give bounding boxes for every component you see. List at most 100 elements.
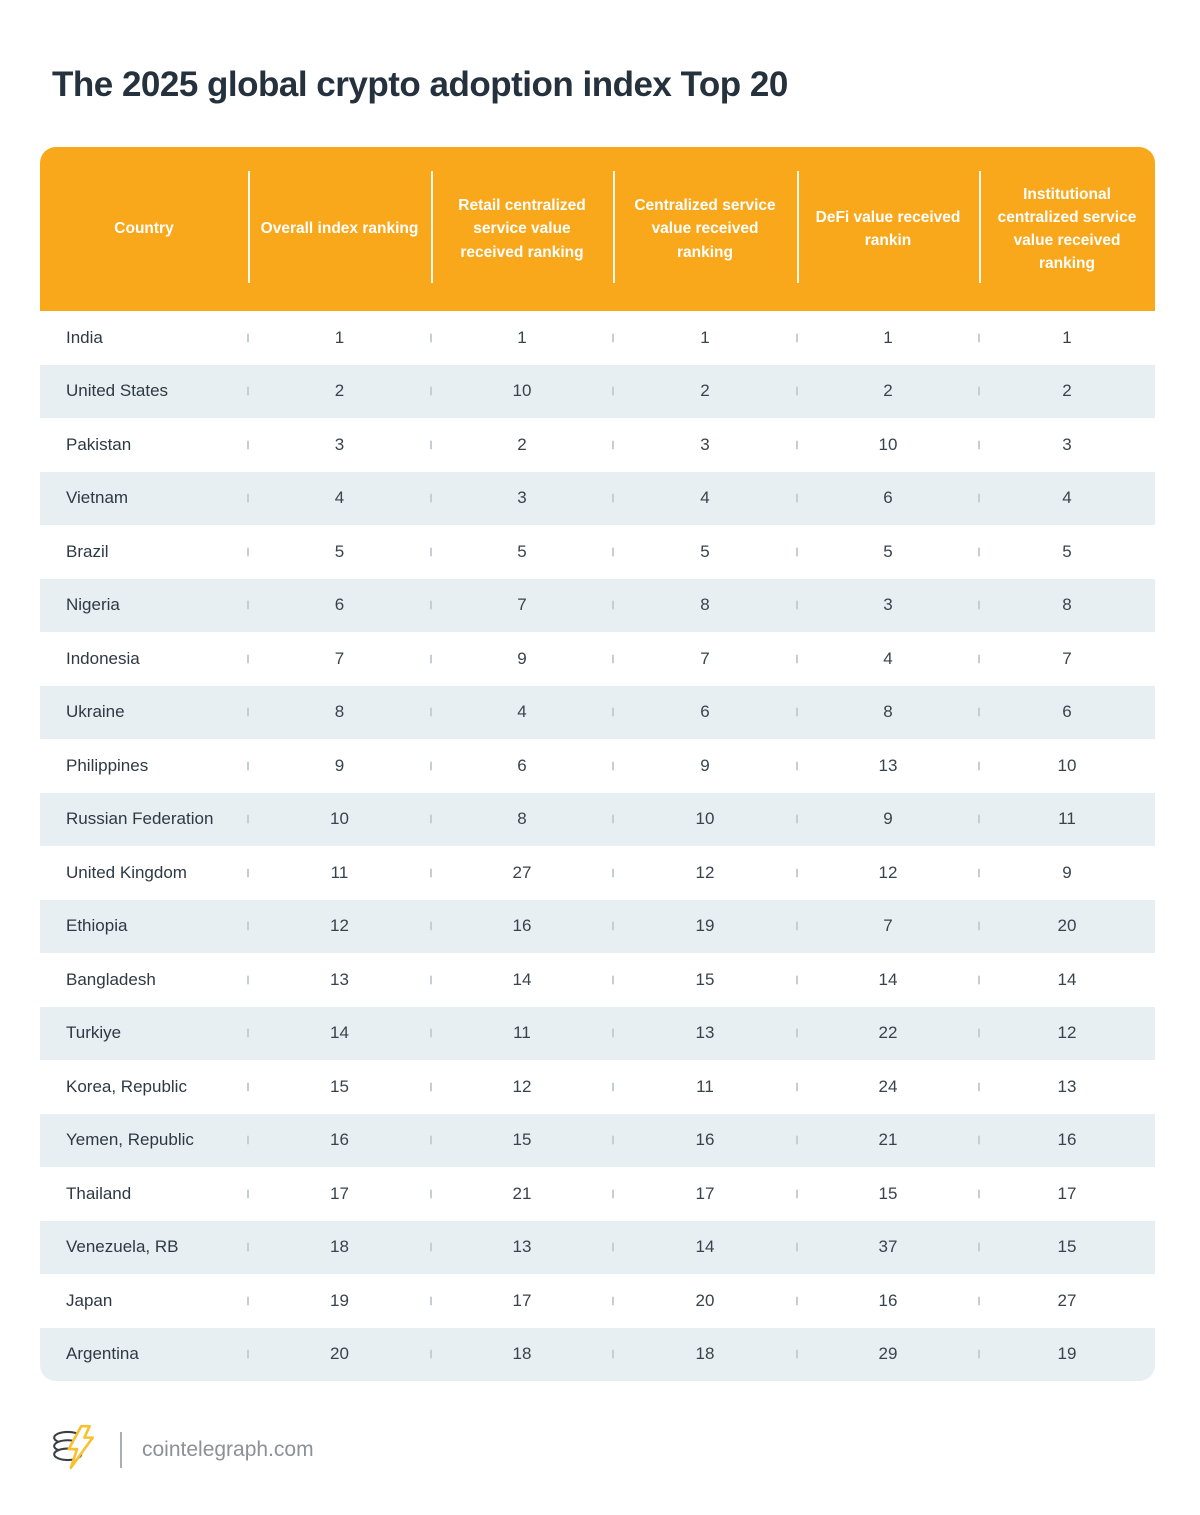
- country-cell: Thailand: [66, 1183, 132, 1203]
- table-row: Vietnam 4 3 4 6 4: [40, 471, 1155, 526]
- rank-cell-defi: 4: [797, 632, 979, 686]
- rank-cell-retail: 16: [431, 900, 613, 954]
- country-cell: Russian Federation: [66, 809, 214, 829]
- header-cell-defi: DeFi value received rankin: [797, 147, 979, 311]
- rank-cell-retail: 1: [431, 311, 613, 365]
- rank-cell-overall: 20: [248, 1328, 431, 1382]
- rank-cell-institutional: 15: [979, 1221, 1155, 1275]
- rank-cell-defi: 24: [797, 1060, 979, 1114]
- table-row: Venezuela, RB 18 13 14 37 15: [40, 1220, 1155, 1275]
- rank-cell-retail: 13: [431, 1221, 613, 1275]
- rank-cell-retail: 7: [431, 579, 613, 633]
- country-cell: Philippines: [66, 755, 149, 775]
- rank-cell-defi: 13: [797, 739, 979, 793]
- header-cell-retail: Retail centralized service value receive…: [431, 147, 613, 311]
- table-row: Pakistan 3 2 3 10 3: [40, 418, 1155, 472]
- table-row: United States 2 10 2 2 2: [40, 364, 1155, 419]
- footer-divider: [120, 1431, 122, 1468]
- rank-cell-defi: 7: [797, 900, 979, 954]
- rank-cell-overall: 3: [248, 418, 431, 472]
- rank-cell-defi: 5: [797, 525, 979, 579]
- rank-cell-institutional: 11: [979, 793, 1155, 847]
- rank-cell-defi: 15: [797, 1167, 979, 1221]
- table-row: Indonesia 7 9 7 4 7: [40, 632, 1155, 686]
- rank-cell-retail: 6: [431, 739, 613, 793]
- rank-cell-defi: 2: [797, 365, 979, 419]
- country-cell: Yemen, Republic: [66, 1130, 194, 1150]
- rank-cell-institutional: 4: [979, 472, 1155, 526]
- table-row: Thailand 17 21 17 15 17: [40, 1167, 1155, 1221]
- table-row: Korea, Republic 15 12 11 24 13: [40, 1060, 1155, 1114]
- rank-cell-retail: 2: [431, 418, 613, 472]
- page-title: The 2025 global crypto adoption index To…: [52, 65, 788, 105]
- rank-cell-defi: 21: [797, 1114, 979, 1168]
- rank-cell-retail: 11: [431, 1007, 613, 1061]
- rank-cell-overall: 10: [248, 793, 431, 847]
- rank-cell-overall: 12: [248, 900, 431, 954]
- rank-cell-retail: 5: [431, 525, 613, 579]
- country-cell: Ethiopia: [66, 916, 128, 936]
- rank-cell-centralized: 19: [613, 900, 797, 954]
- rank-cell-institutional: 13: [979, 1060, 1155, 1114]
- table-row: Ethiopia 12 16 19 7 20: [40, 899, 1155, 954]
- header-cell-centralized: Centralized service value received ranki…: [613, 147, 797, 311]
- rank-cell-institutional: 19: [979, 1328, 1155, 1382]
- rank-cell-retail: 4: [431, 686, 613, 740]
- rank-cell-institutional: 6: [979, 686, 1155, 740]
- country-cell: Argentina: [66, 1344, 139, 1364]
- rank-cell-institutional: 2: [979, 365, 1155, 419]
- rank-cell-retail: 18: [431, 1328, 613, 1382]
- rank-cell-institutional: 8: [979, 579, 1155, 633]
- rank-cell-institutional: 20: [979, 900, 1155, 954]
- country-cell: Brazil: [66, 541, 109, 561]
- rank-cell-defi: 10: [797, 418, 979, 472]
- rank-cell-centralized: 7: [613, 632, 797, 686]
- rank-cell-overall: 17: [248, 1167, 431, 1221]
- rank-cell-institutional: 1: [979, 311, 1155, 365]
- rank-cell-centralized: 13: [613, 1007, 797, 1061]
- rank-cell-overall: 15: [248, 1060, 431, 1114]
- table-row: United Kingdom 11 27 12 12 9: [40, 846, 1155, 900]
- rank-cell-retail: 27: [431, 846, 613, 900]
- rank-cell-centralized: 18: [613, 1328, 797, 1382]
- rank-cell-defi: 37: [797, 1221, 979, 1275]
- rank-cell-overall: 11: [248, 846, 431, 900]
- rank-cell-defi: 29: [797, 1328, 979, 1382]
- rank-cell-centralized: 2: [613, 365, 797, 419]
- country-cell: Vietnam: [66, 488, 129, 508]
- rank-cell-retail: 14: [431, 953, 613, 1007]
- rank-cell-centralized: 10: [613, 793, 797, 847]
- rank-cell-centralized: 15: [613, 953, 797, 1007]
- rank-cell-defi: 6: [797, 472, 979, 526]
- rank-cell-institutional: 27: [979, 1274, 1155, 1328]
- rank-cell-overall: 1: [248, 311, 431, 365]
- footer: cointelegraph.com: [50, 1422, 314, 1477]
- table-row: Yemen, Republic 16 15 16 21 16: [40, 1113, 1155, 1168]
- rank-cell-centralized: 6: [613, 686, 797, 740]
- country-cell: Korea, Republic: [66, 1076, 187, 1096]
- table-row: Nigeria 6 7 8 3 8: [40, 578, 1155, 633]
- table-header: Country Overall index ranking Retail cen…: [40, 147, 1155, 311]
- cointelegraph-logo-icon: [50, 1422, 100, 1477]
- rank-cell-retail: 9: [431, 632, 613, 686]
- rank-cell-defi: 22: [797, 1007, 979, 1061]
- rank-cell-centralized: 11: [613, 1060, 797, 1114]
- rank-cell-centralized: 1: [613, 311, 797, 365]
- rank-cell-defi: 1: [797, 311, 979, 365]
- country-cell: Ukraine: [66, 702, 125, 722]
- rank-cell-retail: 17: [431, 1274, 613, 1328]
- rank-cell-institutional: 3: [979, 418, 1155, 472]
- rank-cell-overall: 19: [248, 1274, 431, 1328]
- rank-cell-retail: 12: [431, 1060, 613, 1114]
- country-cell: Bangladesh: [66, 969, 156, 989]
- rank-cell-centralized: 20: [613, 1274, 797, 1328]
- rank-cell-institutional: 5: [979, 525, 1155, 579]
- rank-cell-centralized: 12: [613, 846, 797, 900]
- rank-cell-defi: 9: [797, 793, 979, 847]
- rank-cell-centralized: 14: [613, 1221, 797, 1275]
- table-body: India 1 1 1 1 1 United States 2 10 2 2 2…: [40, 311, 1155, 1381]
- rank-cell-institutional: 16: [979, 1114, 1155, 1168]
- rank-cell-retail: 10: [431, 365, 613, 419]
- rank-cell-institutional: 14: [979, 953, 1155, 1007]
- rank-cell-overall: 13: [248, 953, 431, 1007]
